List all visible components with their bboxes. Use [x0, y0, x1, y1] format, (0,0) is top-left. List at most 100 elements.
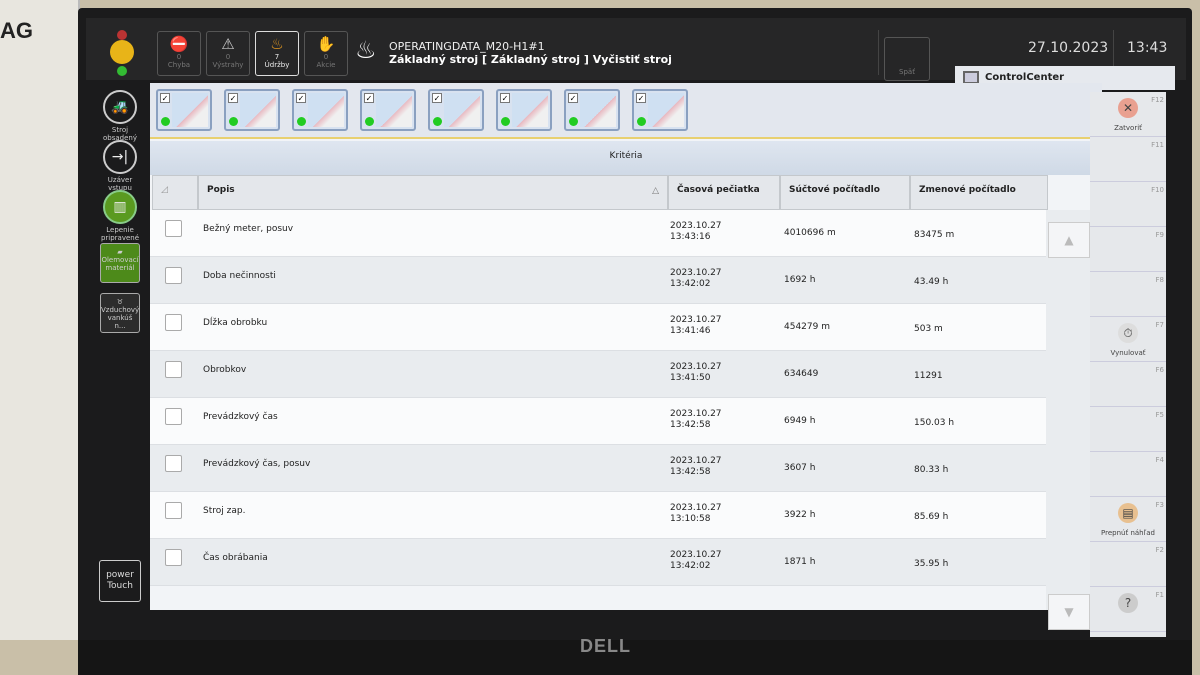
edge-material-icon: ▰ Olemovací materiál	[100, 243, 140, 283]
select-all-sort-header[interactable]: ◿	[152, 175, 198, 210]
errors-button[interactable]: ⛔ 0 Chyba	[157, 31, 201, 76]
function-key-f4[interactable]: F4	[1090, 452, 1166, 497]
row-time: 13:42:02	[670, 279, 711, 289]
actions-count: 0	[323, 53, 329, 61]
actions-button[interactable]: ✋ 0 Akcie	[304, 31, 348, 76]
maintenance-button[interactable]: ♨ 7 Údržby	[255, 31, 299, 76]
function-key-f2[interactable]: F2	[1090, 542, 1166, 587]
aggregate-thumbnail[interactable]: ✓	[496, 89, 552, 131]
function-key-f3[interactable]: F3 ▤ Prepnúť náhľad	[1090, 497, 1166, 542]
row-checkbox[interactable]	[165, 455, 182, 472]
row-timestamp: 2023.10.27 13:42:58	[670, 456, 722, 478]
glue-icon: ▥	[103, 190, 137, 224]
sidebar-item-glue-ready[interactable]: ▥ Lepenie pripravené	[98, 190, 142, 242]
function-key-f9[interactable]: F9	[1090, 227, 1166, 272]
tab-controlcenter[interactable]: ControlCenter	[955, 66, 1175, 90]
column-header-timestamp[interactable]: Časová pečiatka	[668, 175, 780, 210]
function-key-f1[interactable]: F1?	[1090, 587, 1166, 632]
aggregate-thumbnails: ✓ ✓ ✓ ✓ ✓ ✓ ✓ ✓	[150, 83, 1102, 139]
table-row[interactable]: Prevádzkový čas 2023.10.27 13:42:58 6949 h 1…	[150, 398, 1048, 445]
row-time: 13:43:16	[670, 232, 711, 242]
column-header-description[interactable]: Popis △	[198, 175, 668, 210]
row-checkbox[interactable]	[165, 220, 182, 237]
function-key-f7[interactable]: F7 ⏱ Vynulovať	[1090, 317, 1166, 362]
aggregate-thumbnail[interactable]: ✓	[360, 89, 416, 131]
sidebar-item-edge-material[interactable]: ▰ Olemovací materiál	[98, 243, 142, 283]
divider	[878, 30, 879, 75]
key-label: F6	[1155, 366, 1164, 374]
row-checkbox[interactable]	[165, 549, 182, 566]
column-header-total-counter[interactable]: Súčtové počítadlo	[780, 175, 910, 210]
aggregate-thumbnail[interactable]: ✓	[156, 89, 212, 131]
checkbox[interactable]: ✓	[296, 93, 306, 103]
row-shift-counter: 150.03 h	[914, 418, 955, 428]
window-title: OPERATINGDATA_M20-H1#1	[389, 40, 545, 53]
sidebar-label: Olemovací materiál	[101, 256, 139, 272]
row-date: 2023.10.27	[670, 221, 722, 231]
row-total-counter: 3922 h	[784, 510, 816, 520]
scroll-up-button[interactable]: ▲	[1048, 222, 1090, 258]
aggregate-image	[444, 93, 480, 127]
row-total-counter: 1871 h	[784, 557, 816, 567]
checkbox[interactable]: ✓	[568, 93, 578, 103]
table-row[interactable]: Doba nečinnosti 2023.10.27 13:42:02 1692 h 4…	[150, 257, 1048, 304]
checkbox[interactable]: ✓	[432, 93, 442, 103]
aggregate-thumbnail[interactable]: ✓	[564, 89, 620, 131]
checkbox[interactable]: ✓	[636, 93, 646, 103]
function-key-f5[interactable]: F5	[1090, 407, 1166, 452]
key-label: F7	[1155, 321, 1164, 329]
status-ok-icon	[501, 117, 510, 126]
maintenance-label: Údržby	[264, 61, 290, 69]
function-key-f12[interactable]: F12 ✕ Zatvoriť	[1090, 92, 1166, 137]
row-shift-counter: 83475 m	[914, 230, 955, 240]
row-shift-counter: 43.49 h	[914, 277, 949, 287]
row-checkbox[interactable]	[165, 267, 182, 284]
column-header-shift-counter[interactable]: Zmenové počítadlo	[910, 175, 1048, 210]
table-row[interactable]: Prevádzkový čas, posuv 2023.10.27 13:42:58…	[150, 445, 1048, 492]
function-key-f6[interactable]: F6	[1090, 362, 1166, 407]
row-timestamp: 2023.10.27 13:41:46	[670, 315, 722, 337]
aggregate-image	[308, 93, 344, 127]
table-row[interactable]: Dĺžka obrobku 2023.10.27 13:41:46 454279 m 5…	[150, 304, 1048, 351]
checkbox[interactable]: ✓	[228, 93, 238, 103]
function-key-f11[interactable]: F11	[1090, 137, 1166, 182]
checkbox[interactable]: ✓	[160, 93, 170, 103]
key-label: F9	[1155, 231, 1164, 239]
function-key-f10[interactable]: F10	[1090, 182, 1166, 227]
aggregate-thumbnail[interactable]: ✓	[428, 89, 484, 131]
divider	[1113, 30, 1114, 75]
sidebar-item-air-cushion[interactable]: ♉ Vzduchový vankúš n...	[98, 293, 142, 333]
scrollbar[interactable]: ▲ ▼	[1046, 210, 1092, 630]
function-label: Zatvoriť	[1114, 124, 1142, 132]
warnings-button[interactable]: ⚠ 0 Výstrahy	[206, 31, 250, 76]
aggregate-thumbnail[interactable]: ✓	[632, 89, 688, 131]
aggregate-thumbnail[interactable]: ✓	[224, 89, 280, 131]
power-touch-button[interactable]: power Touch	[99, 560, 141, 602]
back-button[interactable]: Späť	[884, 37, 930, 81]
scroll-down-button[interactable]: ▼	[1048, 594, 1090, 630]
table-row[interactable]: Čas obrábania 2023.10.27 13:42:02 1871 h 35.…	[150, 539, 1048, 586]
checkbox[interactable]: ✓	[364, 93, 374, 103]
row-checkbox[interactable]	[165, 361, 182, 378]
row-checkbox[interactable]	[165, 502, 182, 519]
row-checkbox[interactable]	[165, 314, 182, 331]
aggregate-image	[240, 93, 276, 127]
row-checkbox[interactable]	[165, 408, 182, 425]
row-shift-counter: 80.33 h	[914, 465, 949, 475]
table-row[interactable]: Bežný meter, posuv 2023.10.27 13:43:16 4010…	[150, 210, 1048, 257]
aggregate-thumbnail[interactable]: ✓	[292, 89, 348, 131]
key-label: F1	[1155, 591, 1164, 599]
row-date: 2023.10.27	[670, 315, 722, 325]
traffic-light-icon	[110, 30, 134, 78]
function-key-f8[interactable]: F8	[1090, 272, 1166, 317]
help-icon: ?	[1118, 593, 1138, 613]
table-row[interactable]: Obrobkov 2023.10.27 13:41:50 634649 11291	[150, 351, 1048, 398]
actions-label: Akcie	[316, 61, 336, 69]
sidebar-item-machine-occupied[interactable]: 🚜 Stroj obsadený	[98, 90, 142, 142]
air-cushion-icon: ♉ Vzduchový vankúš n...	[100, 293, 140, 333]
table-row[interactable]: Stroj zap. 2023.10.27 13:10:58 3922 h 85.69 …	[150, 492, 1048, 539]
row-timestamp: 2023.10.27 13:43:16	[670, 221, 722, 243]
sidebar-item-entry-lock[interactable]: →| Uzáver vstupu	[98, 140, 142, 192]
time-display: 13:43	[1127, 40, 1168, 56]
checkbox[interactable]: ✓	[500, 93, 510, 103]
